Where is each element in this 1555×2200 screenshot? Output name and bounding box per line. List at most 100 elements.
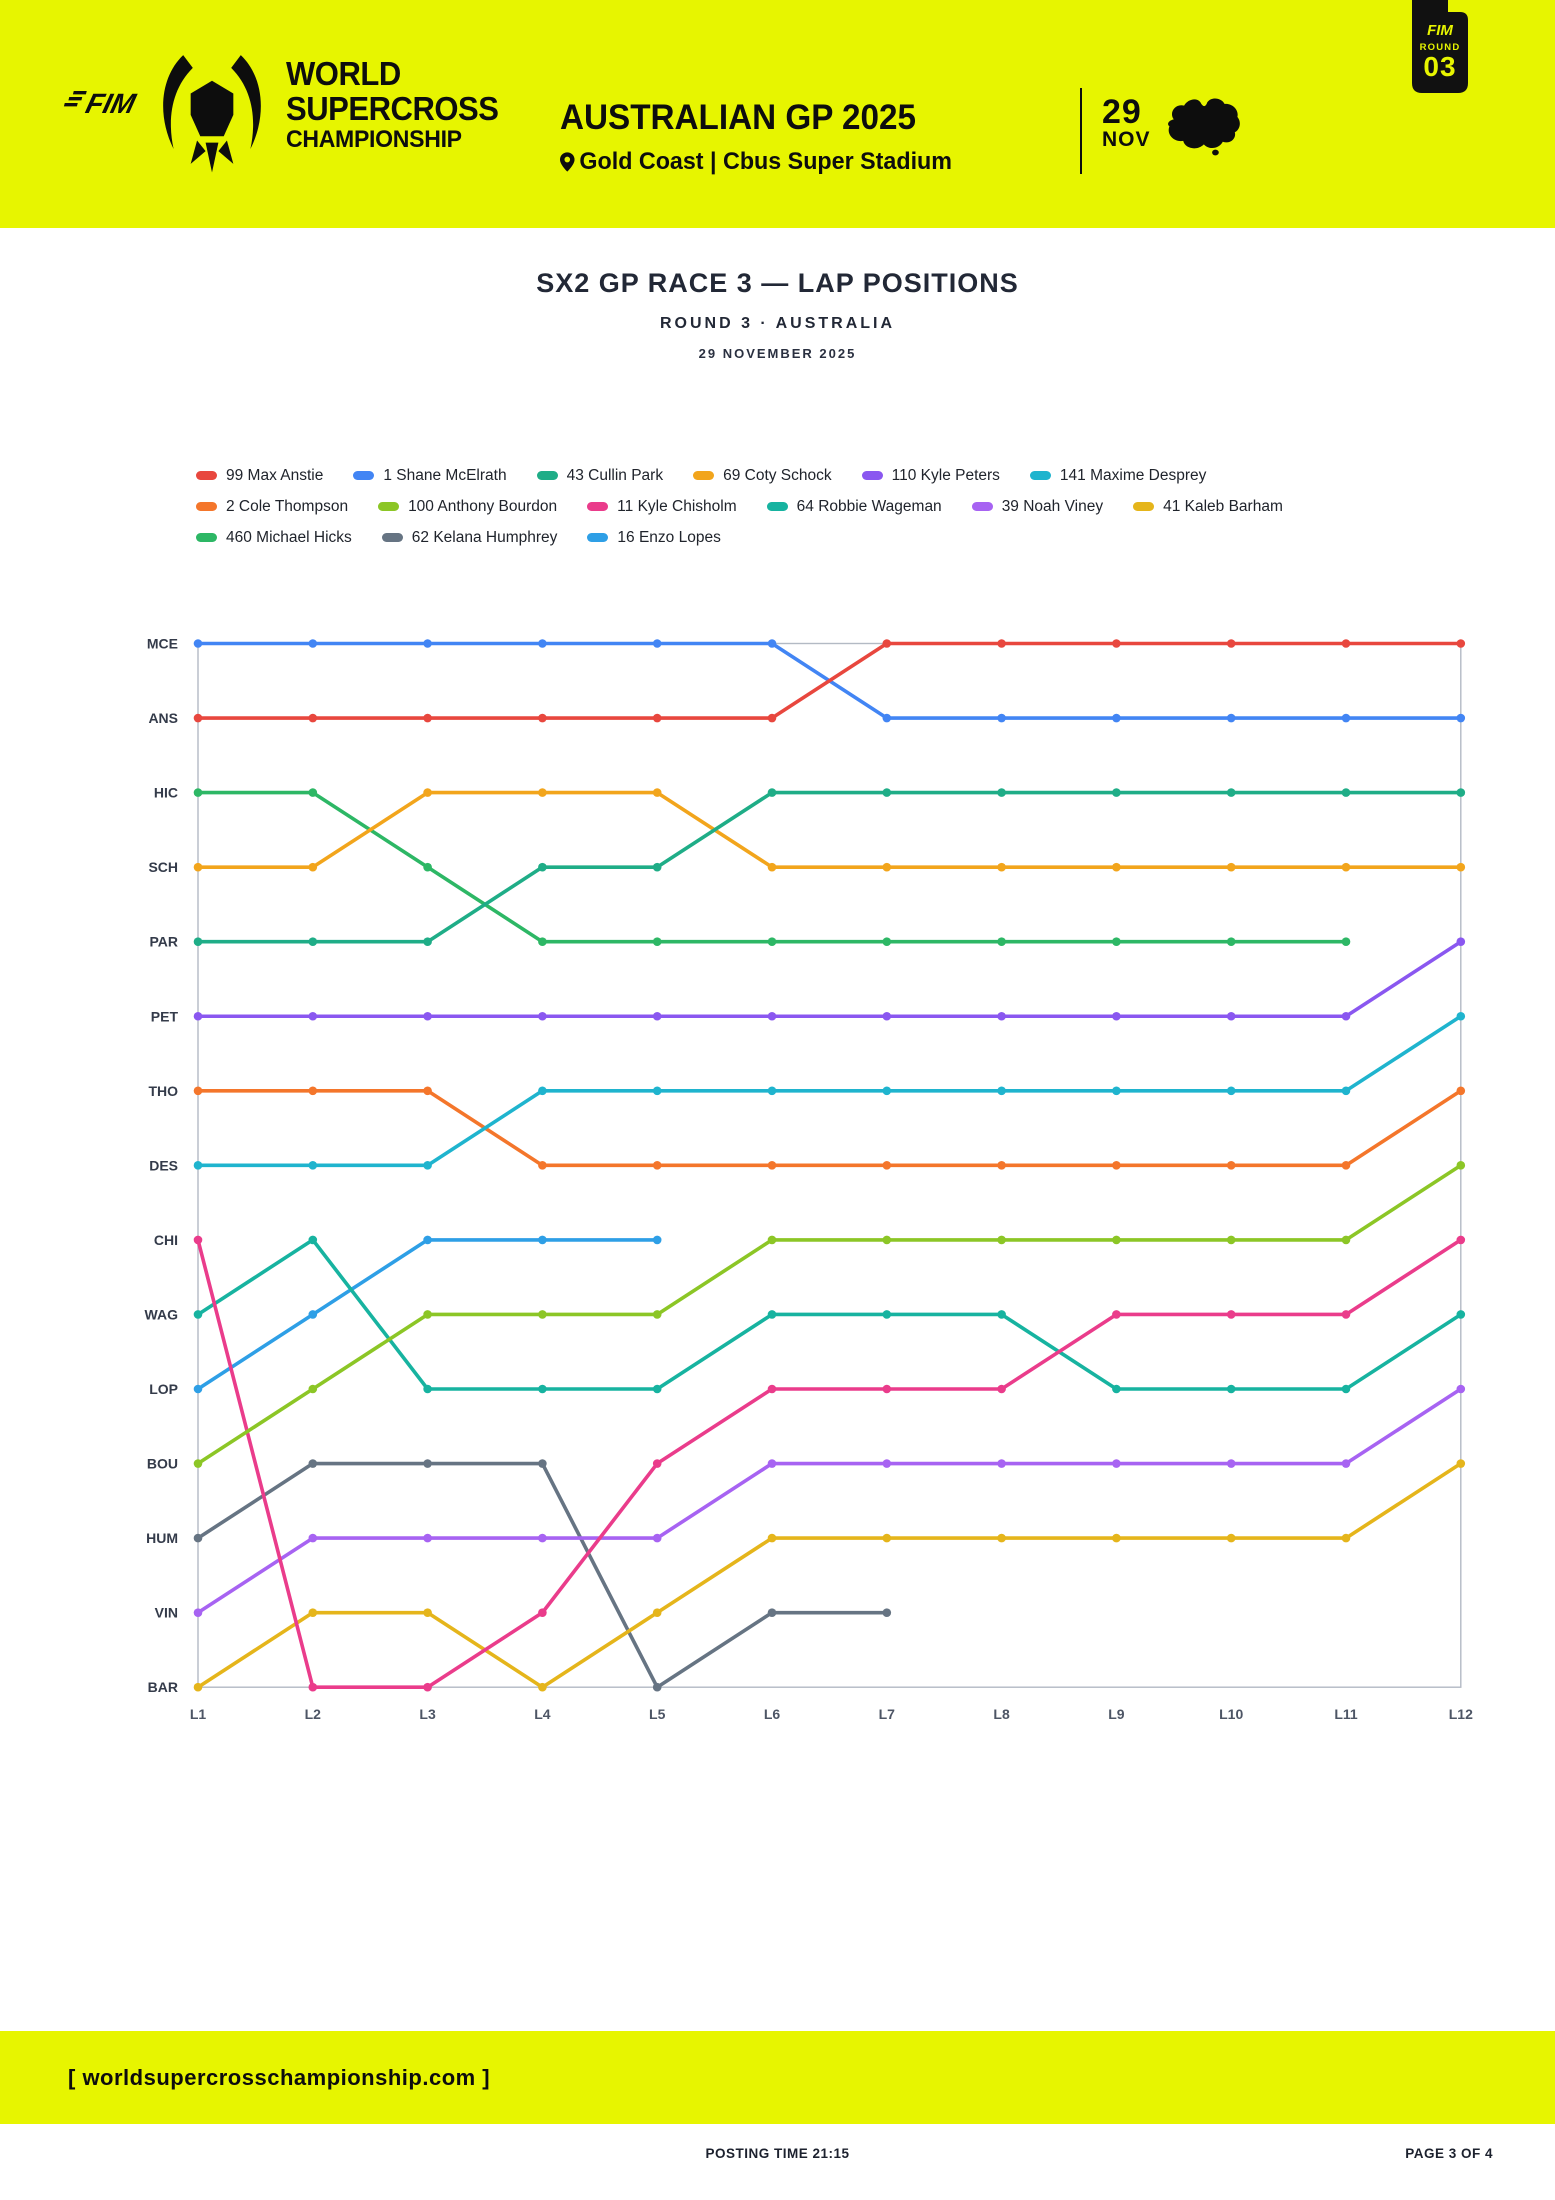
y-axis-label-lop: LOP [149, 1381, 178, 1397]
legend-swatch-icon [861, 471, 883, 480]
y-axis-label-mce: MCE [147, 636, 178, 652]
x-axis-label-l12: L12 [1449, 1706, 1473, 1722]
date-divider [1080, 88, 1082, 174]
event-date: 29 NOV [1102, 93, 1151, 152]
lap-point [652, 1533, 662, 1543]
brand-line-1: WORLD [286, 55, 401, 92]
legend-swatch-icon [536, 471, 558, 480]
lap-point [1112, 1310, 1121, 1319]
website-link[interactable]: [ worldsupercrosschampionship.com ] [68, 2064, 491, 2090]
lap-point [1341, 1533, 1351, 1543]
lap-point [538, 1086, 547, 1096]
legend-item-robbie-wageman: 64 Robbie Wageman [766, 498, 942, 516]
x-axis-label-l10: L10 [1219, 1706, 1243, 1722]
lap-point [1226, 1310, 1236, 1319]
y-axis-label-wag: WAG [145, 1306, 179, 1322]
lap-point [882, 1161, 892, 1170]
lap-point [538, 1533, 547, 1543]
lap-point [1226, 713, 1236, 723]
lap-point [652, 639, 662, 648]
lap-point [1112, 713, 1121, 723]
series-line [196, 1461, 889, 1689]
series-line [196, 641, 1463, 720]
lap-point [538, 862, 547, 872]
lap-point [308, 639, 318, 648]
event-date-day: 29 [1102, 93, 1142, 131]
lap-point [1112, 1533, 1121, 1543]
lap-point [1226, 1086, 1236, 1096]
lap-point [882, 1459, 892, 1468]
lap-point [1226, 1533, 1236, 1543]
series-cole-thompson [193, 1086, 1466, 1170]
y-axis-label-tho: THO [148, 1083, 178, 1099]
x-axis-label-l3: L3 [419, 1706, 436, 1722]
round-badge-shape [1412, 0, 1468, 93]
lap-point [538, 1310, 547, 1319]
lap-point [767, 713, 777, 723]
legend-row: 460 Michael Hicks 62 Kelana Humphrey 16 En… [196, 522, 1416, 553]
badge-fim-label: FIM [1427, 22, 1453, 39]
lap-point [767, 639, 777, 648]
lap-point [767, 1011, 777, 1021]
series-line [196, 939, 1463, 1019]
legend-item-anthony-bourdon: 100 Anthony Bourdon [378, 498, 557, 516]
lap-point [193, 788, 203, 797]
lap-point [652, 1011, 662, 1021]
legend-item-noah-viney: 39 Noah Viney [971, 498, 1103, 516]
lap-point [538, 1608, 547, 1617]
lap-point [1341, 1235, 1351, 1245]
lap-point [193, 1086, 203, 1096]
lap-point [1456, 862, 1466, 872]
lap-point [652, 1310, 662, 1319]
legend-label: 110 Kyle Peters [891, 466, 1000, 484]
legend-label: 1 Shane McElrath [383, 466, 507, 484]
legend-item-kyle-peters: 110 Kyle Peters [861, 466, 1000, 485]
lap-point [1341, 1086, 1351, 1096]
lap-point [1226, 937, 1236, 946]
legend-swatch-icon [587, 502, 609, 511]
legend-item-shane-mcelrath: 1 Shane McElrath [353, 466, 507, 485]
legend-item-max-anstie: 99 Max Anstie [196, 467, 323, 485]
lap-point [882, 862, 892, 872]
lap-point [767, 1086, 777, 1096]
lap-point [997, 1533, 1006, 1543]
lap-point [193, 1608, 203, 1617]
legend-label: 62 Kelana Humphrey [411, 528, 558, 546]
australia-map-icon [1168, 98, 1240, 156]
lap-point [308, 788, 318, 797]
lap-point [308, 1310, 318, 1319]
lap-point [1112, 1086, 1121, 1096]
lap-point [767, 1161, 777, 1170]
lap-point [882, 788, 892, 797]
lap-point [767, 1608, 777, 1617]
legend-swatch-icon [587, 533, 609, 542]
lap-point [423, 1011, 432, 1021]
svg-text:FIM: FIM [83, 88, 140, 120]
lap-point [423, 1310, 432, 1319]
y-axis-label-chi: CHI [154, 1232, 178, 1248]
y-axis-label-des: DES [149, 1157, 178, 1173]
lap-point [193, 1533, 203, 1543]
event-location-text: Gold Coast | Cbus Super Stadium [579, 148, 952, 175]
lap-point [997, 639, 1006, 648]
badge-round-number: 03 [1423, 51, 1457, 82]
series-line [196, 1163, 1463, 1466]
lap-point [997, 1161, 1006, 1170]
lap-point [767, 788, 777, 797]
lap-point [308, 937, 318, 946]
series-line [196, 1088, 1463, 1168]
lap-point [1226, 1161, 1236, 1170]
page-subtitle: ROUND 3 · AUSTRALIA [659, 315, 896, 332]
lap-point [1226, 1011, 1236, 1021]
brand-line-2: SUPERCROSS [286, 90, 499, 127]
lap-point [423, 639, 432, 648]
lap-point [882, 1608, 892, 1617]
legend-label: 69 Coty Schock [723, 466, 832, 484]
lap-point [193, 639, 203, 648]
lap-point [882, 639, 892, 648]
lap-point [1341, 713, 1351, 723]
lap-point [767, 1459, 777, 1468]
lap-point [652, 1608, 662, 1617]
lap-point [538, 713, 547, 723]
